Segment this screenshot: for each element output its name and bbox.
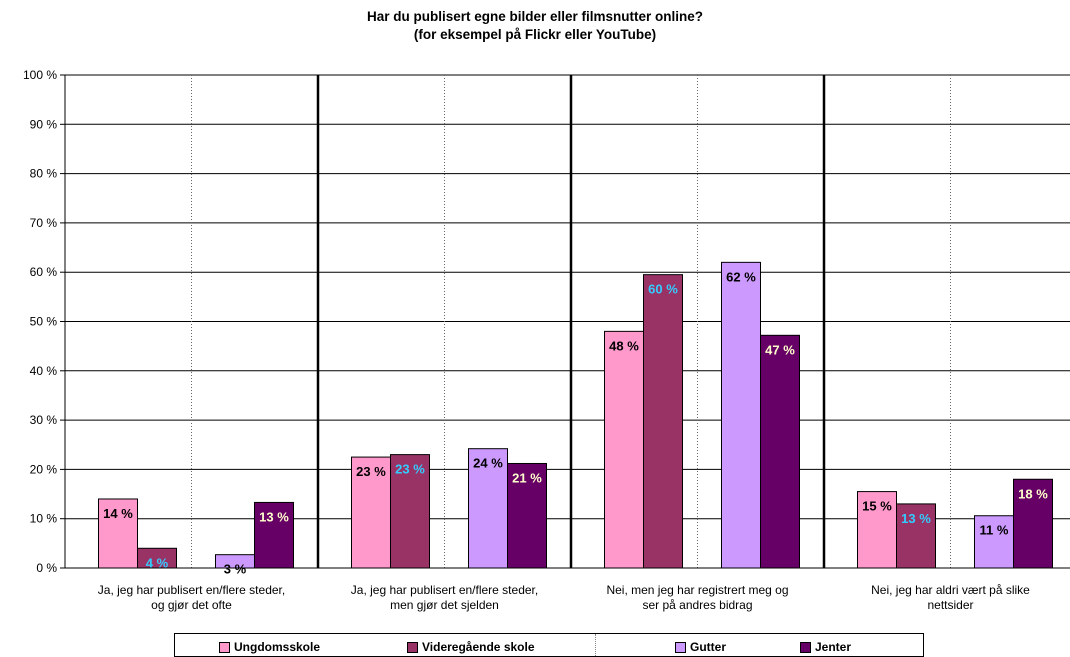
y-tick-label: 70 % bbox=[30, 216, 58, 230]
data-label: 11 % bbox=[980, 523, 1009, 538]
legend-label: Jenter bbox=[815, 640, 852, 654]
bar-jenter bbox=[507, 462, 547, 569]
data-label: 48 % bbox=[609, 338, 639, 353]
data-label: 23 % bbox=[395, 462, 425, 477]
data-label: 13 % bbox=[901, 511, 931, 526]
y-tick-label: 100 % bbox=[23, 68, 57, 82]
legend-item-gutter: Gutter bbox=[675, 640, 726, 654]
legend-label: Ungdomsskole bbox=[234, 640, 321, 654]
data-label: 23 % bbox=[356, 464, 386, 479]
y-tick-label: 30 % bbox=[30, 413, 58, 427]
y-tick-label: 0 % bbox=[36, 561, 57, 575]
data-label: 47 % bbox=[765, 342, 795, 357]
data-label: 24 % bbox=[473, 456, 503, 471]
y-tick-label: 90 % bbox=[30, 117, 58, 131]
category-label: men gjør det sjelden bbox=[390, 598, 499, 612]
bar-gutter bbox=[721, 261, 761, 569]
bar-ungdomsskole bbox=[98, 498, 138, 569]
bar-videreg-ende-skole bbox=[643, 274, 683, 569]
y-tick-label: 50 % bbox=[30, 315, 58, 329]
data-label: 4 % bbox=[146, 555, 169, 570]
data-label: 18 % bbox=[1018, 486, 1048, 501]
chart-title: Har du publisert egne bilder eller films… bbox=[0, 8, 1070, 44]
category-label: Ja, jeg har publisert en/flere steder, bbox=[98, 583, 285, 597]
legend-item-videregaende: Videregående skole bbox=[407, 640, 535, 654]
data-label: 15 % bbox=[862, 499, 892, 514]
legend-swatch bbox=[675, 641, 686, 653]
category-label: Nei, men jeg har registrert meg og bbox=[606, 583, 788, 597]
legend-divider bbox=[595, 634, 596, 656]
bar-ungdomsskole bbox=[604, 330, 644, 569]
bar-jenter bbox=[1013, 478, 1053, 569]
legend-item-jenter: Jenter bbox=[800, 640, 851, 654]
category-label: og gjør det ofte bbox=[151, 598, 232, 612]
data-label: 21 % bbox=[512, 470, 542, 485]
legend-label: Gutter bbox=[690, 640, 726, 654]
chart-title-line-2: (for eksempel på Flickr eller YouTube) bbox=[413, 27, 657, 42]
category-label: Nei, jeg har aldri vært på slike bbox=[871, 583, 1030, 597]
bar-jenter bbox=[760, 334, 800, 569]
data-label: 3 % bbox=[224, 562, 247, 577]
bar-videreg-ende-skole bbox=[390, 454, 430, 569]
legend-label: Videregående skole bbox=[422, 640, 535, 654]
chart-title-line-1: Har du publisert egne bilder eller films… bbox=[366, 9, 704, 24]
y-tick-label: 20 % bbox=[30, 462, 58, 476]
legend: Ungdomsskole Videregående skole Gutter J… bbox=[174, 633, 924, 657]
legend-swatch bbox=[407, 641, 418, 653]
data-label: 60 % bbox=[648, 282, 678, 297]
data-label: 14 % bbox=[103, 506, 133, 521]
bar-chart: 0 % 10 % 20 % 30 % 40 % 50 % 60 % 70 % 80 % 90 % 1… bbox=[23, 68, 1070, 612]
legend-swatch bbox=[800, 641, 811, 653]
bar-ungdomsskole bbox=[351, 456, 391, 569]
bar-ungdomsskole bbox=[857, 491, 897, 569]
legend-item-ungdomsskole: Ungdomsskole bbox=[219, 640, 320, 654]
bar-jenter bbox=[254, 501, 294, 569]
bar-videreg-ende-skole bbox=[896, 503, 936, 569]
y-tick-label: 40 % bbox=[30, 364, 58, 378]
category-label: Ja, jeg har publisert en/flere steder, bbox=[351, 583, 538, 597]
y-tick-label: 10 % bbox=[30, 512, 58, 526]
y-tick-label: 60 % bbox=[30, 265, 58, 279]
data-label: 62 % bbox=[726, 269, 756, 284]
data-label: 13 % bbox=[259, 509, 289, 524]
category-label: ser på andres bidrag bbox=[642, 598, 752, 612]
bar-gutter bbox=[974, 515, 1014, 569]
category-label: nettsider bbox=[927, 598, 973, 612]
y-tick-label: 80 % bbox=[30, 167, 58, 181]
legend-swatch bbox=[219, 641, 230, 653]
